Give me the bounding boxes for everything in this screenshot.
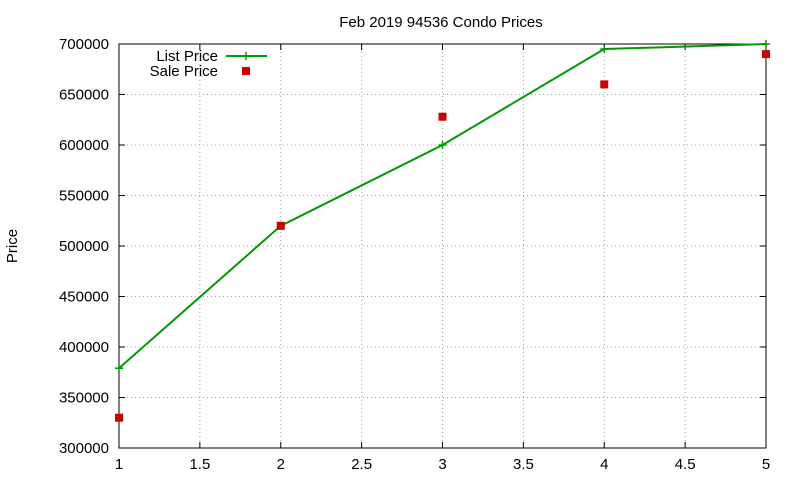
sale-price-point [438, 112, 447, 121]
sale-price-point [600, 80, 609, 89]
y-tick-label: 350000 [59, 390, 109, 407]
y-axis-label: Price [4, 229, 21, 263]
y-tick-label: 500000 [59, 238, 109, 255]
list-price-point [438, 141, 447, 149]
legend-label: Sale Price [150, 63, 218, 80]
sale-price-point [762, 50, 770, 59]
y-tick-label: 550000 [59, 188, 109, 205]
list-price-point [115, 364, 123, 373]
x-tick-label: 2.5 [351, 456, 372, 473]
y-tick-label: 700000 [59, 36, 109, 53]
y-tick-label: 600000 [59, 137, 109, 154]
y-tick-label: 400000 [59, 339, 109, 356]
list-price-point [762, 40, 770, 48]
x-tick-label: 5 [762, 456, 770, 473]
y-tick-label: 650000 [59, 87, 109, 104]
legend-label: List Price [156, 48, 218, 65]
x-tick-label: 4 [600, 456, 608, 473]
series [115, 40, 770, 422]
axis-ticks: 1 1.5 2 2.5 3 3.5 4 4.5 5 300000 350000 400000 45000… [59, 36, 770, 473]
y-tick-label: 300000 [59, 440, 109, 457]
x-tick-label: 3 [438, 456, 446, 473]
sale-price-series [115, 50, 770, 422]
x-tick-label: 1 [115, 456, 123, 473]
legend-marker [242, 67, 250, 75]
list-price-series [115, 40, 770, 373]
sale-price-point [115, 413, 123, 422]
sale-price-point [276, 221, 285, 230]
x-tick-label: 2 [277, 456, 285, 473]
x-tick-label: 1.5 [189, 456, 210, 473]
legend-marker [242, 52, 250, 60]
y-tick-label: 450000 [59, 289, 109, 306]
plot-frame [118, 43, 767, 449]
chart-title: Feb 2019 94536 Condo Prices [339, 14, 542, 31]
x-tick-label: 3.5 [513, 456, 534, 473]
list-price-point [600, 45, 609, 54]
grid [119, 44, 766, 448]
x-tick-label: 4.5 [675, 456, 696, 473]
